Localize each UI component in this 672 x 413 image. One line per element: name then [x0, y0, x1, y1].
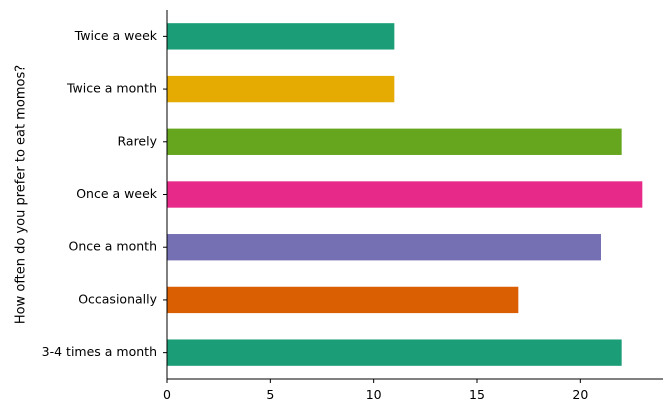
y-tick-label: Twice a week	[74, 28, 158, 43]
bar-once-a-week	[167, 181, 643, 208]
bar-rarely	[167, 128, 622, 155]
x-tick-label: 15	[469, 387, 485, 402]
y-tick-label: Occasionally	[78, 291, 157, 306]
x-ticks-group: 0 5 10 15 20	[163, 379, 588, 402]
bars-group	[167, 23, 643, 366]
bar-occasionally	[167, 286, 519, 314]
y-axis-title: How often do you prefer to eat momos?	[14, 65, 29, 324]
y-tick-label: Once a week	[76, 186, 158, 201]
y-tick-label: Rarely	[118, 133, 158, 148]
x-tick-label: 20	[572, 387, 588, 402]
y-tick-label: 3-4 times a month	[42, 344, 157, 359]
y-tick-label: Once a month	[68, 239, 157, 254]
x-tick-label: 0	[163, 387, 171, 402]
x-tick-label: 10	[366, 387, 382, 402]
bar-once-a-month	[167, 234, 601, 261]
bar-twice-a-month	[167, 75, 395, 103]
x-tick-label: 5	[266, 387, 274, 402]
bar-3-4-times-a-month	[167, 339, 622, 366]
bar-twice-a-week	[167, 23, 395, 50]
y-ticks-group: Twice a week Twice a month Rarely Once a we…	[42, 28, 167, 359]
y-tick-label: Twice a month	[66, 81, 157, 96]
